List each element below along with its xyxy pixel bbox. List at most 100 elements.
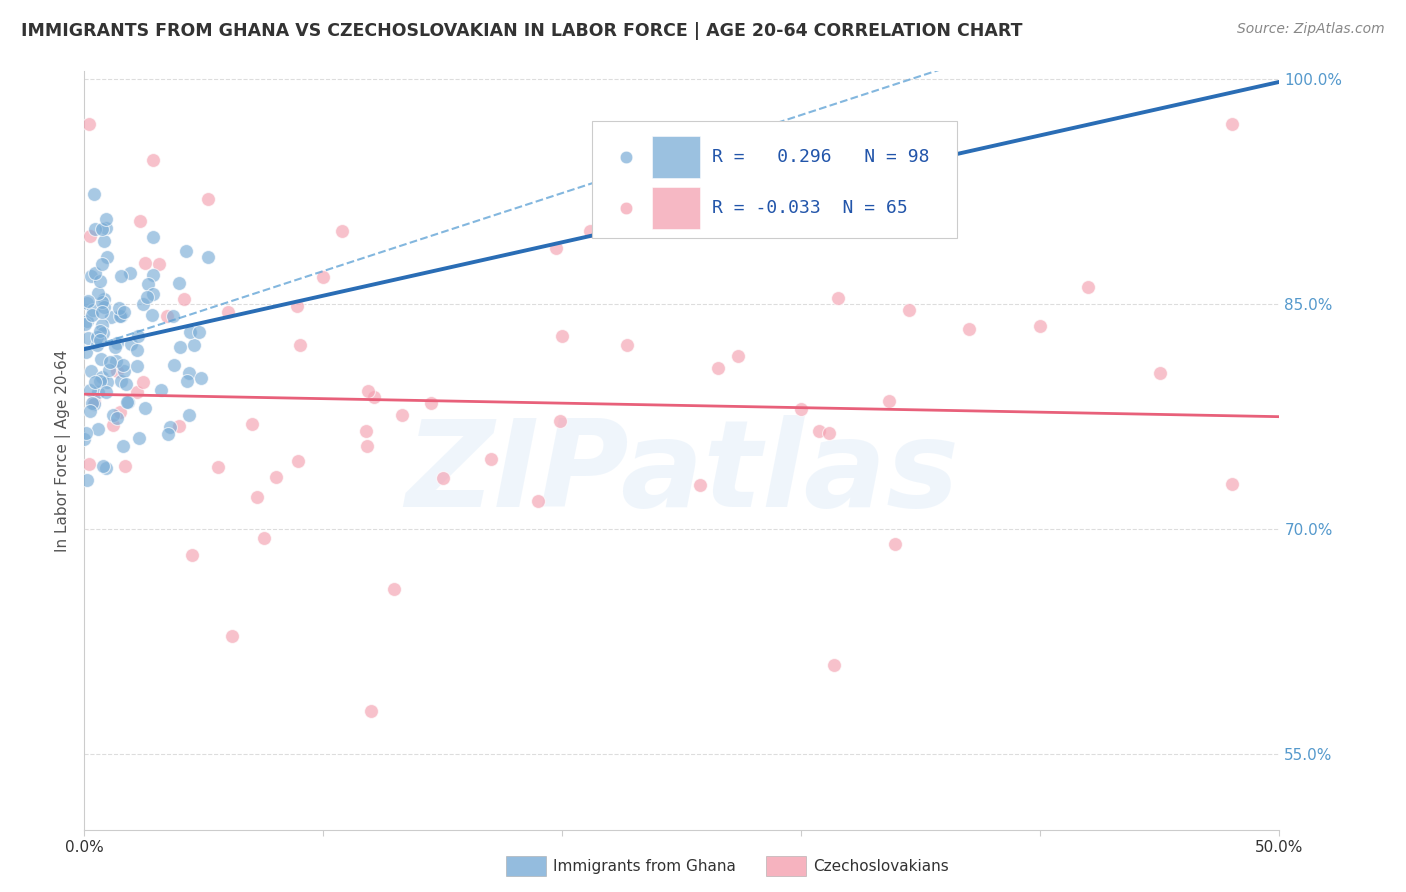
Point <box>134 401 156 415</box>
Point <box>823 658 845 673</box>
Point <box>115 376 138 391</box>
Point <box>128 431 150 445</box>
Point <box>167 276 190 290</box>
Point <box>79 404 101 418</box>
Point <box>135 290 157 304</box>
Point <box>957 322 980 336</box>
Point <box>727 349 749 363</box>
Point <box>100 310 122 324</box>
Point <box>91 222 114 236</box>
Point <box>818 426 841 441</box>
Point <box>83 187 105 202</box>
Point <box>97 363 120 377</box>
Point <box>287 454 309 468</box>
Point <box>91 318 114 332</box>
Point <box>103 409 125 423</box>
Text: Immigrants from Ghana: Immigrants from Ghana <box>553 859 735 873</box>
Point <box>89 374 111 388</box>
Point <box>148 257 170 271</box>
Point <box>190 371 212 385</box>
Point <box>616 338 638 352</box>
Point <box>84 221 107 235</box>
Point <box>83 394 105 409</box>
Point <box>173 292 195 306</box>
Point <box>162 310 184 324</box>
Text: R =   0.296   N = 98: R = 0.296 N = 98 <box>711 148 929 166</box>
Point <box>128 214 150 228</box>
Point <box>89 274 111 288</box>
Point <box>288 337 311 351</box>
Point <box>79 229 101 244</box>
Point <box>75 317 97 331</box>
Point <box>167 418 190 433</box>
Point <box>105 364 128 378</box>
Point <box>183 338 205 352</box>
Point <box>87 384 110 399</box>
Point <box>118 266 141 280</box>
Point <box>127 343 149 358</box>
Point <box>240 417 263 431</box>
Point <box>479 452 502 467</box>
Point <box>77 330 100 344</box>
Point <box>96 250 118 264</box>
Point <box>110 310 132 324</box>
Point <box>79 383 101 397</box>
Point <box>73 433 96 447</box>
Point <box>86 337 108 351</box>
Point <box>827 292 849 306</box>
Point <box>91 326 114 340</box>
Point <box>142 287 165 301</box>
Point <box>96 376 118 390</box>
Point <box>354 424 377 438</box>
Point <box>83 397 105 411</box>
Point <box>112 364 135 378</box>
Point <box>76 296 98 310</box>
Point <box>1029 318 1052 333</box>
Point <box>1220 476 1243 491</box>
Point <box>246 491 269 505</box>
Point <box>356 384 378 399</box>
Point <box>253 531 276 545</box>
Point <box>104 340 127 354</box>
Point <box>174 244 197 259</box>
Point <box>132 297 155 311</box>
Point <box>391 408 413 422</box>
Point <box>75 345 97 359</box>
Point <box>90 295 112 310</box>
Point <box>136 277 159 291</box>
Point <box>80 269 103 284</box>
Point <box>84 266 107 280</box>
Point <box>94 221 117 235</box>
Point <box>80 308 103 322</box>
Point <box>897 303 920 318</box>
Point <box>94 461 117 475</box>
FancyBboxPatch shape <box>592 120 957 238</box>
Point <box>77 457 100 471</box>
Point <box>112 305 135 319</box>
Point <box>176 374 198 388</box>
Point <box>90 351 112 366</box>
Point <box>706 360 728 375</box>
Point <box>790 402 813 417</box>
Point <box>98 355 121 369</box>
Point <box>110 268 132 283</box>
Point <box>1077 279 1099 293</box>
Point <box>134 256 156 270</box>
Point <box>883 537 905 551</box>
Point <box>87 422 110 436</box>
Point <box>330 224 353 238</box>
Point <box>159 420 181 434</box>
Point <box>115 395 138 409</box>
FancyBboxPatch shape <box>652 186 700 229</box>
Point <box>108 405 131 419</box>
Point <box>82 303 104 318</box>
Point <box>80 364 103 378</box>
Point <box>112 439 135 453</box>
Point <box>363 390 385 404</box>
Point <box>75 425 97 440</box>
Point <box>77 117 100 131</box>
Point <box>264 470 287 484</box>
Point <box>80 396 103 410</box>
Point <box>432 471 454 485</box>
Point <box>142 268 165 282</box>
